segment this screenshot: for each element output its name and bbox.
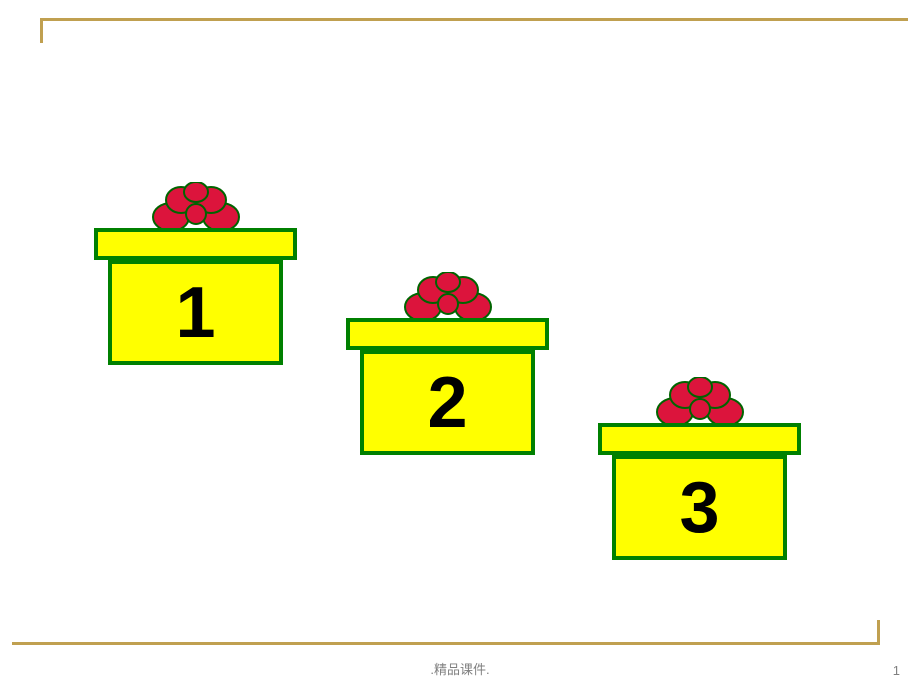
box-number: 2 [427, 362, 467, 444]
box-body: 1 [108, 260, 283, 365]
frame-border-bottom [12, 642, 880, 645]
bow-icon [655, 377, 745, 427]
gift-box-2[interactable]: 2 [360, 350, 535, 455]
box-number: 1 [175, 272, 215, 354]
box-number: 3 [679, 467, 719, 549]
box-lid [598, 423, 801, 455]
gift-box-3[interactable]: 3 [612, 455, 787, 560]
frame-border-left [40, 18, 43, 43]
bow-icon [151, 182, 241, 232]
page-number: 1 [893, 663, 900, 678]
box-body: 2 [360, 350, 535, 455]
footer-text: .精品课件. [430, 659, 489, 678]
bow-icon [403, 272, 493, 322]
box-lid [346, 318, 549, 350]
box-lid [94, 228, 297, 260]
frame-border-right [877, 620, 880, 645]
frame-border-top [40, 18, 908, 21]
box-body: 3 [612, 455, 787, 560]
gift-box-1[interactable]: 1 [108, 260, 283, 365]
